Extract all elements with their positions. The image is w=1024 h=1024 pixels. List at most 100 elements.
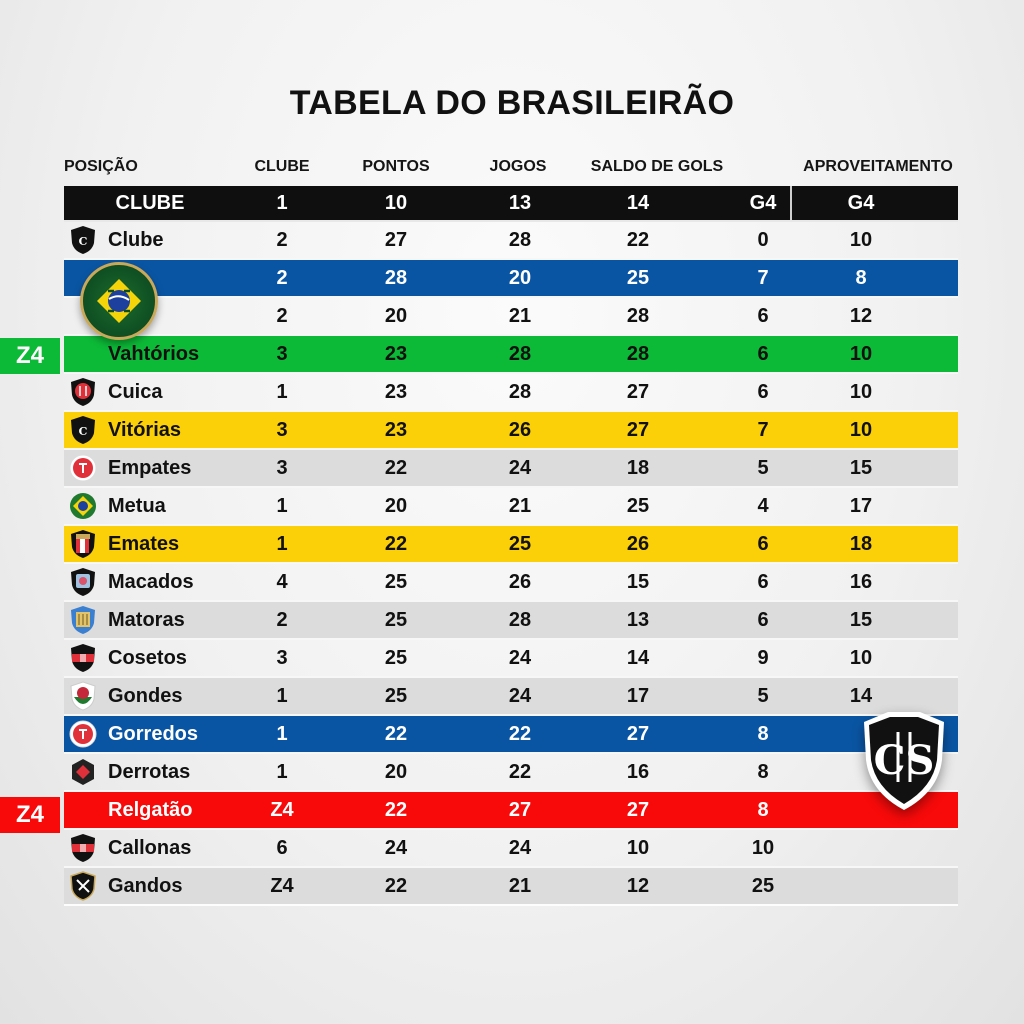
stat-c2: 20: [384, 305, 408, 327]
blue-gold-shield-crest-icon: [68, 605, 98, 635]
col-header-clube[interactable]: CLUBE: [254, 158, 310, 175]
table-row[interactable]: Macados 4 25 26 15 6 16: [64, 564, 958, 602]
stat-c1: 3: [276, 419, 288, 441]
stat-c2: 23: [384, 343, 408, 365]
stat-c3: 28: [508, 609, 532, 631]
table-row[interactable]: Relgatão Z4 22 27 27 8: [64, 792, 958, 830]
stat-c5: 6: [757, 571, 769, 593]
club-name: Emates: [108, 532, 180, 555]
stat-c3: 21: [508, 305, 532, 327]
stat-c5: 5: [757, 685, 769, 707]
table-row[interactable]: Gandos Z4 22 21 12 25: [64, 868, 958, 906]
stat-c4: 12: [626, 875, 650, 897]
table-row[interactable]: Callonas 6 24 24 10 10: [64, 830, 958, 868]
stat-c4: 28: [626, 305, 650, 327]
col-header-aproveitamento[interactable]: APROVEITAMENTO: [803, 158, 953, 175]
stat-c1: Z4: [270, 875, 294, 897]
table-header-row: CLUBE 1 10 13 14 G4 G4: [64, 186, 958, 222]
stat-c1: 3: [276, 457, 288, 479]
stat-c5: 6: [757, 343, 769, 365]
table-row[interactable]: Matoras 2 25 28 13 6 15: [64, 602, 958, 640]
club-name: Metua: [108, 494, 166, 517]
club-cell: Callonas: [64, 830, 191, 866]
stat-c4: 27: [626, 419, 650, 441]
table-row[interactable]: Vahtórios 3 23 28 28 6 10: [64, 336, 958, 374]
stat-c3: 20: [508, 267, 532, 289]
black-red-shield-crest-icon: [68, 833, 98, 863]
stat-c3: 24: [508, 837, 532, 859]
table-row[interactable]: Cosetos 3 25 24 14 9 10: [64, 640, 958, 678]
stat-c6: 16: [849, 571, 873, 593]
black-shield-crest-icon: C: [68, 415, 98, 445]
black-shield-crest-icon: C: [68, 225, 98, 255]
black-red-diamond-crest-icon: [68, 757, 98, 787]
club-cell: Metua: [64, 488, 166, 524]
table-row[interactable]: Derrotas 1 20 22 16 8: [64, 754, 958, 792]
stat-c2: 28: [384, 267, 408, 289]
stat-c4: 28: [626, 343, 650, 365]
club-cell: Gandos: [64, 868, 182, 904]
stat-c1: 3: [276, 647, 288, 669]
black-pink-shield-crest-icon: [68, 567, 98, 597]
svg-text:C: C: [79, 235, 88, 248]
club-cell: Vahtórios: [64, 336, 199, 372]
stat-c6: 15: [849, 609, 873, 631]
table-row[interactable]: Cuica 1 23 28 27 6 10: [64, 374, 958, 412]
red-circle-crest-icon: [68, 453, 98, 483]
header-divider: [790, 186, 792, 220]
col-header-posicao[interactable]: POSIÇÃO: [64, 158, 138, 175]
club-name: Vitórias: [108, 418, 181, 441]
red-black-shield-crest-icon: [68, 377, 98, 407]
black-gold-shield-crest-icon: [68, 871, 98, 901]
table-row[interactable]: 2 20 21 28 6 12: [64, 298, 958, 336]
black-red-shield-crest-icon: [68, 643, 98, 673]
club-name: Relgatão: [108, 798, 193, 821]
zone-tag-green: Z4: [0, 338, 60, 374]
stat-c2: 22: [384, 799, 408, 821]
green-red-shield-crest-icon: [68, 681, 98, 711]
stat-c4: 15: [626, 571, 650, 593]
stat-c2: 24: [384, 837, 408, 859]
table-row[interactable]: Metua 1 20 21 25 4 17: [64, 488, 958, 526]
stat-c1: 2: [276, 267, 288, 289]
table-row[interactable]: Gorredos 1 22 22 27 8: [64, 716, 958, 754]
header-c2: 10: [384, 192, 408, 214]
stat-c4: 13: [626, 609, 650, 631]
col-header-pontos[interactable]: PONTOS: [362, 158, 430, 175]
stat-c6: 10: [849, 343, 873, 365]
table-row[interactable]: C Clube 2 27 28 22 0 10: [64, 222, 958, 260]
stat-c4: 18: [626, 457, 650, 479]
table-row[interactable]: 2 28 20 25 7 8: [64, 260, 958, 298]
col-header-jogos[interactable]: JOGOS: [489, 158, 547, 175]
table-row[interactable]: Gondes 1 25 24 17 5 14: [64, 678, 958, 716]
stat-c1: 1: [276, 381, 288, 403]
club-cell: Empates: [64, 450, 191, 486]
stat-c6: 10: [849, 381, 873, 403]
club-cell: C Vitórias: [64, 412, 181, 448]
stat-c5: 8: [757, 799, 769, 821]
stat-c2: 25: [384, 647, 408, 669]
club-cell: Emates: [64, 526, 179, 562]
stat-c6: 14: [849, 685, 873, 707]
club-name: Vahtórios: [108, 342, 200, 365]
stat-c1: 6: [276, 837, 288, 859]
club-cell: Cuica: [64, 374, 162, 410]
stat-c4: 22: [626, 229, 650, 251]
table-row[interactable]: Empates 3 22 24 18 5 15: [64, 450, 958, 488]
stat-c2: 27: [384, 229, 408, 251]
header-c1: 1: [276, 192, 288, 214]
stat-c2: 25: [384, 685, 408, 707]
stat-c3: 28: [508, 343, 532, 365]
col-header-saldo[interactable]: SALDO DE GOLS: [590, 158, 724, 175]
club-cell: [64, 298, 68, 334]
table-row[interactable]: Emates 1 22 25 26 6 18: [64, 526, 958, 564]
table-row[interactable]: C Vitórias 3 23 26 27 7 10: [64, 412, 958, 450]
column-headers: POSIÇÃO CLUBE PONTOS JOGOS SALDO DE GOLS…: [0, 158, 1024, 182]
stat-c1: 4: [276, 571, 288, 593]
stat-c6: 10: [849, 229, 873, 251]
stat-c1: 2: [276, 305, 288, 327]
stat-c4: 16: [626, 761, 650, 783]
stat-c3: 21: [508, 875, 532, 897]
stat-c2: 22: [384, 875, 408, 897]
standings-table: CLUBE 1 10 13 14 G4 G4 C Clube 2 27 28 22 0 10 2…: [64, 186, 958, 906]
